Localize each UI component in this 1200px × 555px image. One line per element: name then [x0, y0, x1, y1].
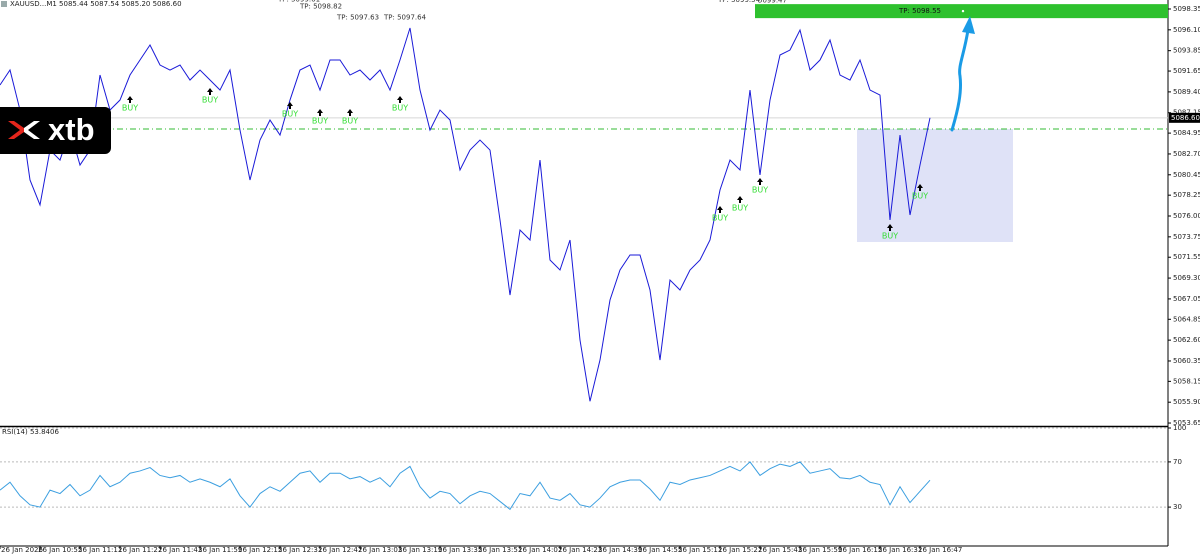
signal-label: BUY: [752, 186, 768, 195]
x-tick-label: 26 Jan 14:55: [638, 546, 682, 554]
x-tick-label: 26 Jan 12:47: [318, 546, 362, 554]
signal-label: BUY: [912, 192, 928, 201]
y-tick-label: 5084.95: [1173, 129, 1200, 137]
y-tick-label: 70: [1173, 458, 1182, 466]
y-tick-label: 5073.75: [1173, 233, 1200, 241]
y-tick-label: 5091.65: [1173, 67, 1200, 75]
chart-title: XAUUSD...M1 5085.44 5087.54 5085.20 5086…: [10, 0, 182, 8]
signal-arrow: [397, 96, 403, 104]
signal-arrow: [917, 184, 923, 192]
tp-zone: [755, 4, 1168, 19]
signal-label: BUY: [282, 109, 298, 118]
tp-annotation: TP: 5098.82: [299, 3, 342, 11]
signal-arrow: [717, 205, 723, 213]
y-tick-label: 5093.85: [1173, 47, 1200, 55]
x-tick-label: 26 Jan 16:47: [918, 546, 962, 554]
x-tick-label: 26 Jan 15:27: [718, 546, 762, 554]
x-tick-label: 26 Jan 15:11: [678, 546, 722, 554]
y-tick-label: 5069.30: [1173, 274, 1200, 282]
x-tick-label: 26 Jan 11:59: [198, 546, 242, 554]
signal-arrow: [887, 224, 893, 232]
buy-zone: [857, 129, 1013, 242]
signal-arrow: [737, 195, 743, 203]
x-tick-label: 26 Jan 11:27: [118, 546, 162, 554]
y-tick-label: 5060.35: [1173, 357, 1200, 365]
series-line: [0, 461, 931, 511]
signal-label: BUY: [122, 104, 138, 113]
x-tick-label: 26 Jan 14:07: [518, 546, 562, 554]
tp-zone-dot: [961, 9, 965, 13]
tp-annotation: TP: 5097.63: [336, 14, 379, 22]
x-tick-label: 26 Jan 2026: [1, 546, 44, 554]
x-tick-label: 26 Jan 16:15: [838, 546, 882, 554]
tp-annotation: TP: 5097.64: [383, 14, 427, 22]
series-line: [0, 27, 931, 402]
y-tick-label: 5058.15: [1173, 377, 1200, 385]
logo-text: xtb: [48, 112, 95, 147]
x-tick-label: 26 Jan 13:03: [358, 546, 402, 554]
y-tick-label: 5064.85: [1173, 315, 1200, 323]
signal-label: BUY: [342, 117, 358, 126]
logo-icon-left: [8, 121, 24, 139]
y-tick-label: 5082.70: [1173, 150, 1200, 158]
signal-arrow: [347, 109, 353, 117]
symbol-icon: [1, 1, 7, 7]
y-tick-label: 5055.90: [1173, 398, 1200, 406]
x-tick-label: 26 Jan 14:23: [558, 546, 602, 554]
logo-icon-right: [24, 121, 40, 139]
x-tick-label: 26 Jan 16:31: [878, 546, 922, 554]
y-tick-label: 5080.45: [1173, 171, 1200, 179]
signal-label: BUY: [312, 117, 328, 126]
y-tick-label: 5096.10: [1173, 26, 1200, 34]
y-tick-label: 5098.35: [1173, 5, 1200, 13]
tp-annotation: 5099.47: [758, 0, 787, 5]
logo-box: [0, 107, 111, 154]
x-tick-label: 26 Jan 15:43: [758, 546, 802, 554]
x-tick-label: 26 Jan 13:35: [438, 546, 482, 554]
y-tick-label: 100: [1173, 424, 1186, 432]
signal-label: BUY: [712, 213, 728, 222]
signal-label: BUY: [732, 203, 748, 212]
signal-label: BUY: [392, 104, 408, 113]
y-tick-label: 5067.05: [1173, 295, 1200, 303]
y-tick-label: 5062.60: [1173, 336, 1200, 344]
tp-annotation: TP: 5099.61: [277, 0, 320, 3]
tp-annotation: TP: 5099.54: [717, 0, 761, 4]
signal-arrow: [207, 87, 213, 95]
last-price-label: 5086.60: [1171, 114, 1200, 122]
x-tick-label: 26 Jan 12:15: [238, 546, 282, 554]
y-tick-label: 5087.15: [1173, 109, 1200, 117]
signal-arrow: [757, 178, 763, 186]
x-tick-label: 26 Jan 13:51: [478, 546, 522, 554]
y-tick-label: 30: [1173, 503, 1182, 511]
y-tick-label: 5078.25: [1173, 191, 1200, 199]
signal-label: BUY: [202, 95, 218, 104]
signal-label: BUY: [882, 232, 898, 241]
last-price-box: [1169, 112, 1200, 123]
x-tick-label: 26 Jan 12:31: [278, 546, 322, 554]
over-layer: xtb XAUUSD...M1 5085.44 5087.54 5085.20 …: [0, 0, 1200, 436]
tp-zone-label: TP: 5098.55: [898, 7, 941, 15]
projection-arrow-head: [962, 16, 975, 34]
x-tick-label: 26 Jan 11:43: [158, 546, 202, 554]
signal-arrow: [317, 109, 323, 117]
y-tick-label: 5089.40: [1173, 88, 1200, 96]
projection-arrow: [950, 28, 970, 132]
x-tick-label: 26 Jan 11:11: [78, 546, 122, 554]
under-layer: [857, 129, 1013, 242]
x-tick-label: 26 Jan 15:59: [798, 546, 842, 554]
rsi-title: RSI(14) 53.8406: [2, 428, 59, 436]
x-tick-label: 26 Jan 10:55: [38, 546, 82, 554]
x-tick-label: 26 Jan 13:19: [398, 546, 442, 554]
y-tick-label: 5071.55: [1173, 253, 1200, 261]
y-tick-label: 5053.65: [1173, 419, 1200, 427]
signal-arrow: [287, 101, 293, 109]
x-tick-label: 26 Jan 14:39: [598, 546, 642, 554]
signal-arrow: [127, 96, 133, 104]
y-tick-label: 5076.00: [1173, 212, 1200, 220]
